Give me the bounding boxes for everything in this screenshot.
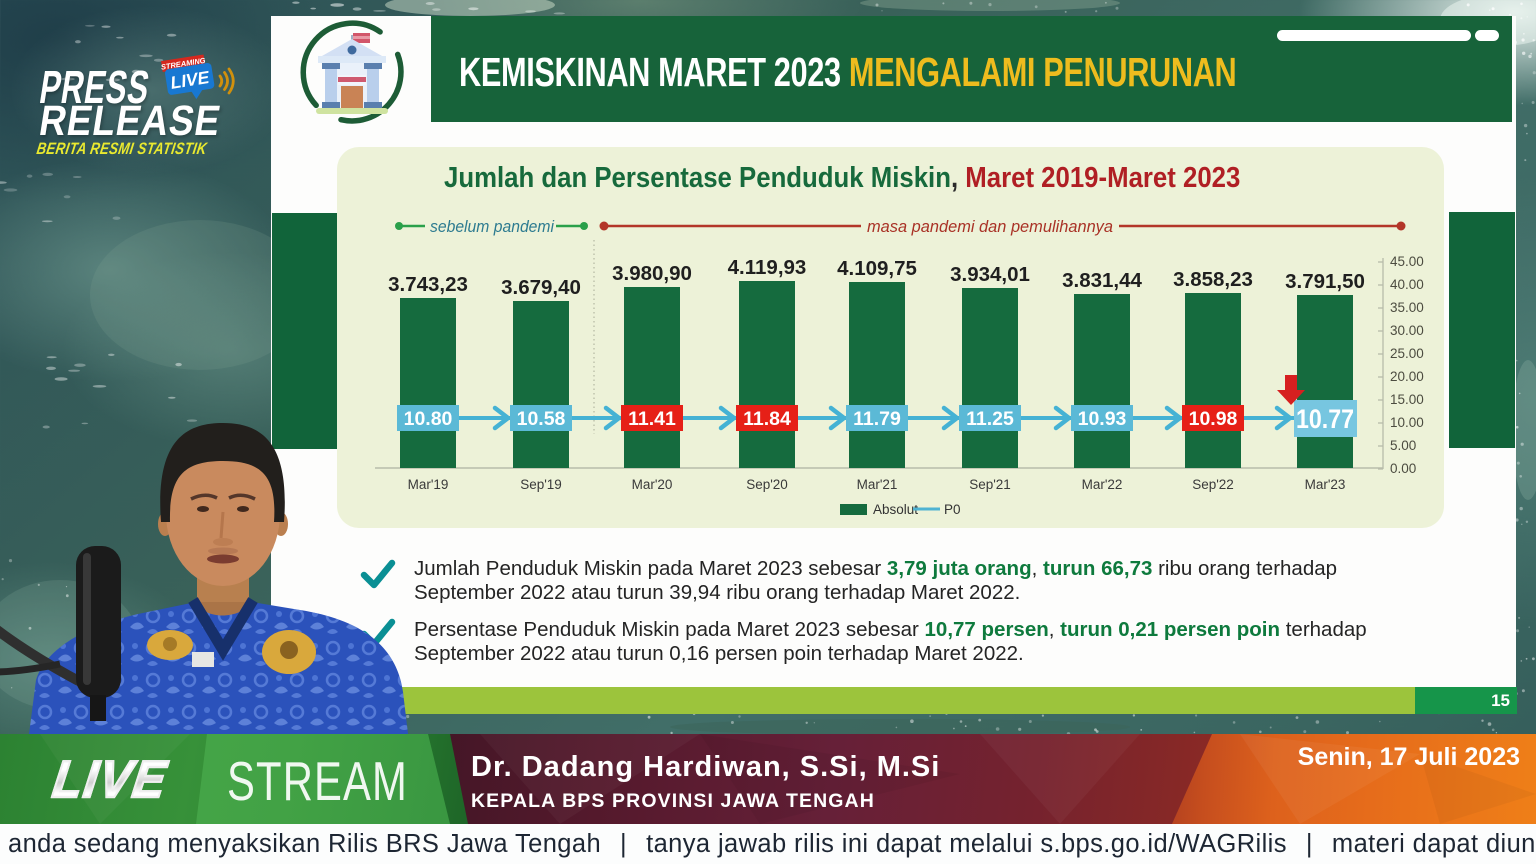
- svg-text:Mar'21: Mar'21: [857, 477, 898, 492]
- svg-text:11.41: 11.41: [628, 408, 676, 430]
- svg-text:3.858,23: 3.858,23: [1173, 268, 1253, 291]
- svg-text:Sep'21: Sep'21: [969, 477, 1011, 492]
- svg-text:10.80: 10.80: [404, 408, 453, 430]
- svg-text:10.00: 10.00: [1390, 415, 1424, 430]
- svg-text:Mar'23: Mar'23: [1305, 477, 1346, 492]
- svg-text:masa pandemi dan pemulihannya: masa pandemi dan pemulihannya: [867, 217, 1113, 236]
- svg-text:Sep'19: Sep'19: [520, 477, 562, 492]
- svg-text:20.00: 20.00: [1390, 369, 1424, 384]
- svg-text:0.00: 0.00: [1390, 461, 1416, 476]
- svg-text:5.00: 5.00: [1390, 438, 1416, 453]
- svg-text:Jumlah dan Persentase Penduduk: Jumlah dan Persentase Penduduk Miskin, M…: [444, 161, 1240, 194]
- svg-text:3.980,90: 3.980,90: [612, 262, 692, 285]
- svg-text:4.119,93: 4.119,93: [728, 256, 807, 279]
- svg-text:45.00: 45.00: [1390, 254, 1424, 269]
- svg-text:10.93: 10.93: [1078, 408, 1127, 430]
- svg-text:Mar'22: Mar'22: [1082, 477, 1123, 492]
- svg-text:Mar'20: Mar'20: [632, 477, 673, 492]
- svg-text:11.25: 11.25: [966, 408, 1014, 430]
- svg-text:Absolut: Absolut: [873, 502, 918, 517]
- svg-text:sebelum pandemi: sebelum pandemi: [430, 217, 555, 236]
- svg-text:P0: P0: [944, 502, 961, 517]
- svg-text:Sep'20: Sep'20: [746, 477, 788, 492]
- svg-text:Mar'19: Mar'19: [408, 477, 449, 492]
- svg-text:3.679,40: 3.679,40: [501, 276, 581, 299]
- svg-text:11.79: 11.79: [853, 408, 901, 430]
- svg-text:25.00: 25.00: [1390, 346, 1424, 361]
- svg-text:35.00: 35.00: [1390, 300, 1424, 315]
- svg-text:15.00: 15.00: [1390, 392, 1424, 407]
- svg-text:10.98: 10.98: [1189, 408, 1238, 430]
- svg-text:4.109,75: 4.109,75: [837, 257, 917, 280]
- svg-text:11.84: 11.84: [743, 408, 791, 430]
- svg-text:10.77: 10.77: [1296, 404, 1354, 434]
- svg-text:3.831,44: 3.831,44: [1062, 269, 1142, 292]
- svg-text:30.00: 30.00: [1390, 323, 1424, 338]
- svg-text:Sep'22: Sep'22: [1192, 477, 1234, 492]
- svg-text:40.00: 40.00: [1390, 277, 1424, 292]
- svg-text:3.791,50: 3.791,50: [1285, 270, 1365, 293]
- svg-text:3.743,23: 3.743,23: [388, 273, 468, 296]
- svg-text:3.934,01: 3.934,01: [950, 263, 1030, 286]
- svg-text:10.58: 10.58: [517, 408, 566, 430]
